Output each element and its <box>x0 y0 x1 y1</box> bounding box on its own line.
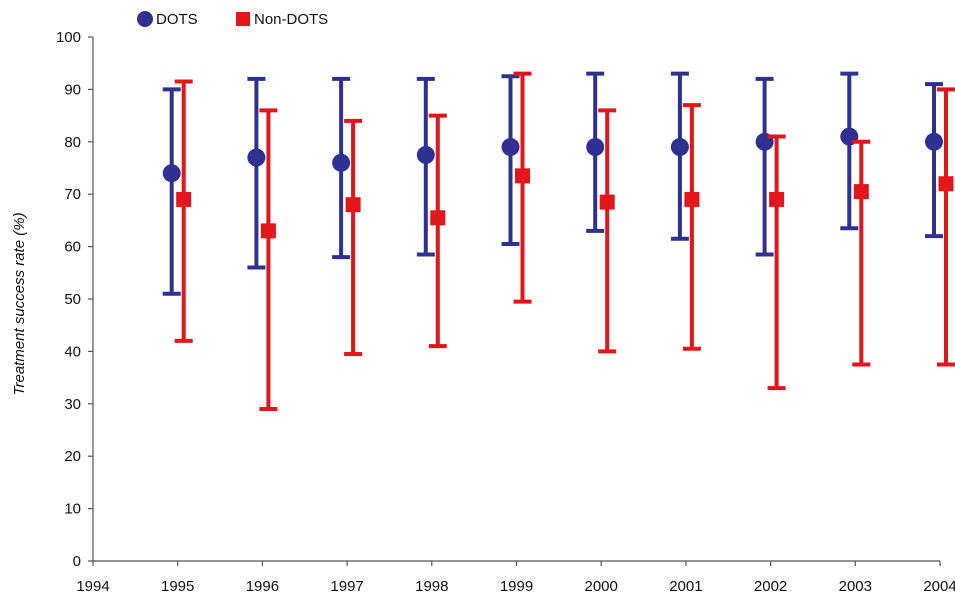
x-tick-label: 1995 <box>161 578 194 595</box>
x-tick-label: 2000 <box>585 578 618 595</box>
data-point <box>684 191 700 207</box>
data-point <box>162 164 181 183</box>
data-point <box>853 184 869 200</box>
y-tick-label: 0 <box>73 553 81 570</box>
legend: DOTS Non-DOTS <box>137 11 328 28</box>
y-tick-label: 30 <box>64 396 81 413</box>
data-point <box>501 138 520 157</box>
data-point <box>430 210 446 226</box>
data-point <box>599 194 615 210</box>
y-tick-label: 10 <box>64 501 81 518</box>
x-tick-label: 2003 <box>839 578 872 595</box>
x-tick-label: 1999 <box>500 578 533 595</box>
y-tick-label: 90 <box>64 81 81 98</box>
data-point <box>938 176 954 192</box>
y-tick-label: 80 <box>64 134 81 151</box>
data-point <box>176 191 192 207</box>
data-point <box>260 223 276 239</box>
legend-item-dots: DOTS <box>137 11 198 28</box>
data-point <box>515 168 530 184</box>
data-point <box>769 191 785 207</box>
series-non-dots <box>174 71 955 412</box>
data-point <box>925 132 943 151</box>
data-point <box>247 148 266 167</box>
legend-label: Non-DOTS <box>254 11 328 28</box>
y-tick-label: 40 <box>64 343 81 360</box>
data-point <box>586 138 605 157</box>
x-tick-label: 1996 <box>246 578 279 595</box>
y-axis-title: Treatment success rate (%) <box>11 212 28 395</box>
x-tick-label: 1994 <box>76 578 109 595</box>
x-tick-label: 2001 <box>669 578 702 595</box>
x-tick-label: 1997 <box>330 578 363 595</box>
data-point <box>332 153 351 172</box>
legend-item-non-dots: Non-DOTS <box>236 11 328 28</box>
legend-marker <box>236 12 250 26</box>
x-tick-label: 2004 <box>923 578 955 595</box>
axes: 0 10 20 30 40 50 60 70 80 90 100 1994 1995 1996 1997 19… <box>11 29 955 595</box>
data-point <box>345 197 361 213</box>
data-point <box>416 145 435 164</box>
y-tick-label: 50 <box>64 291 81 308</box>
series-dots <box>162 71 943 296</box>
data-point <box>670 138 689 157</box>
legend-label: DOTS <box>156 11 198 28</box>
y-tick-label: 60 <box>64 239 81 256</box>
x-tick-label: 2002 <box>754 578 787 595</box>
x-tick-label: 1998 <box>415 578 448 595</box>
y-tick-label: 70 <box>64 186 81 203</box>
y-tick-label: 20 <box>64 448 81 465</box>
y-tick-label: 100 <box>56 29 81 46</box>
legend-marker <box>137 11 153 27</box>
series-layer <box>162 71 955 412</box>
